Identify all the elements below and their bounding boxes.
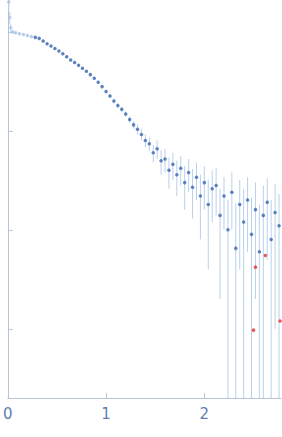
- svg-text:2: 2: [200, 405, 210, 423]
- svg-text:1: 1: [101, 405, 111, 423]
- svg-text:0: 0: [3, 405, 13, 423]
